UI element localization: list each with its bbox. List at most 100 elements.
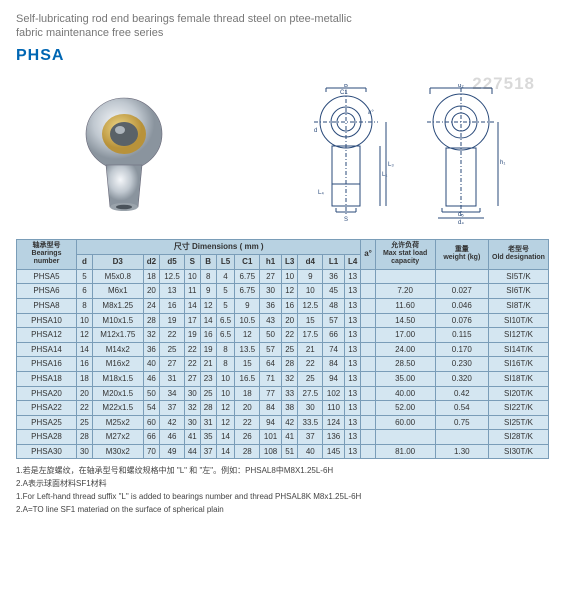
cell: PHSA22 xyxy=(17,401,77,416)
cell: 64 xyxy=(260,357,282,372)
cell: SI22T/K xyxy=(489,401,549,416)
th-angle: a° xyxy=(361,239,375,269)
cell: 25 xyxy=(160,342,185,357)
cell: 13 xyxy=(344,357,360,372)
cell: PHSA5 xyxy=(17,269,77,284)
cell: 46 xyxy=(143,371,159,386)
cell: SI12T/K xyxy=(489,328,549,343)
cell: 36 xyxy=(260,298,282,313)
cell: PHSA10 xyxy=(17,313,77,328)
cell: PHSA28 xyxy=(17,430,77,445)
cell: 25 xyxy=(200,386,216,401)
svg-text:d₅: d₅ xyxy=(458,212,464,218)
cell xyxy=(361,357,375,372)
cell: 9 xyxy=(200,284,216,299)
series-name: PHSA xyxy=(16,47,549,65)
th-D3: D3 xyxy=(92,254,143,269)
cell: 94 xyxy=(323,371,345,386)
notes: 1.若是左旋螺纹，在轴承型号和螺纹规格中加 "L" 和 "左"。例如：PHSAL… xyxy=(16,465,549,516)
cell: 16 xyxy=(200,328,216,343)
cell: SI20T/K xyxy=(489,386,549,401)
cell: 45 xyxy=(323,284,345,299)
cell: 13 xyxy=(344,430,360,445)
cell: 14 xyxy=(184,298,200,313)
cell: M20x1.5 xyxy=(92,386,143,401)
cell: 77 xyxy=(260,386,282,401)
cell: 28 xyxy=(235,444,260,459)
cell: PHSA6 xyxy=(17,284,77,299)
cell: 43 xyxy=(260,313,282,328)
cell: 44 xyxy=(184,444,200,459)
cell: PHSA30 xyxy=(17,444,77,459)
cell: 5 xyxy=(216,298,235,313)
svg-text:a°: a° xyxy=(368,110,374,116)
svg-text:L₁: L₁ xyxy=(382,172,387,178)
table-row: PHSA1212M12x1.75322219166.512502217.5661… xyxy=(17,328,549,343)
cell: 13 xyxy=(344,284,360,299)
table-row: PHSA3030M30x270494437142810851401451381.… xyxy=(17,444,549,459)
cell: 19 xyxy=(160,313,185,328)
th-old: 老型号 Old designation xyxy=(489,239,549,269)
cell: 31 xyxy=(200,415,216,430)
cell: M6x1 xyxy=(92,284,143,299)
cell: 12.5 xyxy=(298,298,323,313)
cell: SI28T/K xyxy=(489,430,549,445)
cell: 8 xyxy=(216,342,235,357)
cell: 35 xyxy=(200,430,216,445)
cell: 22 xyxy=(160,328,185,343)
cell: 10 xyxy=(298,284,323,299)
svg-text:h₁: h₁ xyxy=(500,160,505,166)
cell: 14 xyxy=(77,342,93,357)
cell: 36 xyxy=(143,342,159,357)
cell: 14 xyxy=(200,313,216,328)
cell xyxy=(375,269,435,284)
table-row: PHSA1414M14x236252219813.5572521741324.0… xyxy=(17,342,549,357)
cell: 17 xyxy=(184,313,200,328)
cell: 37 xyxy=(298,430,323,445)
cell xyxy=(375,430,435,445)
cell xyxy=(361,401,375,416)
cell: M30x2 xyxy=(92,444,143,459)
cell: 41 xyxy=(184,430,200,445)
cell: 32 xyxy=(184,401,200,416)
th-S: S xyxy=(184,254,200,269)
cell: 28 xyxy=(200,401,216,416)
cell: 71 xyxy=(260,371,282,386)
cell: M8x1.25 xyxy=(92,298,143,313)
th-L5: L5 xyxy=(216,254,235,269)
th-weight: 重量 weight (kg) xyxy=(435,239,488,269)
cell: 8 xyxy=(200,269,216,284)
tech-diagrams: B C1 S L₁ L₃ L₄ a° d xyxy=(296,84,506,224)
cell: 57 xyxy=(260,342,282,357)
cell: 13 xyxy=(344,313,360,328)
cell: 31 xyxy=(160,371,185,386)
cell: 5 xyxy=(216,284,235,299)
cell: 8 xyxy=(77,298,93,313)
cell: 30 xyxy=(184,386,200,401)
cell: 18 xyxy=(235,386,260,401)
th-d4: d4 xyxy=(298,254,323,269)
cell: 13 xyxy=(344,444,360,459)
cell: 22 xyxy=(77,401,93,416)
cell: 0.230 xyxy=(435,357,488,372)
cell: M16x2 xyxy=(92,357,143,372)
cell: 28 xyxy=(143,313,159,328)
cell: 38 xyxy=(281,401,297,416)
cell: 4 xyxy=(216,269,235,284)
cell xyxy=(361,284,375,299)
cell: 48 xyxy=(323,298,345,313)
cell: M27x2 xyxy=(92,430,143,445)
cell: 27.5 xyxy=(298,386,323,401)
table-row: PHSA55M5x0.81812.510846.75271093613SI5T/… xyxy=(17,269,549,284)
cell: 15 xyxy=(298,313,323,328)
table-row: PHSA1616M16x240272221815642822841328.500… xyxy=(17,357,549,372)
cell: 60.00 xyxy=(375,415,435,430)
cell: 22 xyxy=(281,328,297,343)
svg-text:d: d xyxy=(314,128,317,134)
cell: 21 xyxy=(298,342,323,357)
cell: 32 xyxy=(281,371,297,386)
cell: 30 xyxy=(260,284,282,299)
note-4: 2.A=TO line SF1 materiad on the surface … xyxy=(16,504,549,516)
cell xyxy=(361,313,375,328)
cell: 24.00 xyxy=(375,342,435,357)
